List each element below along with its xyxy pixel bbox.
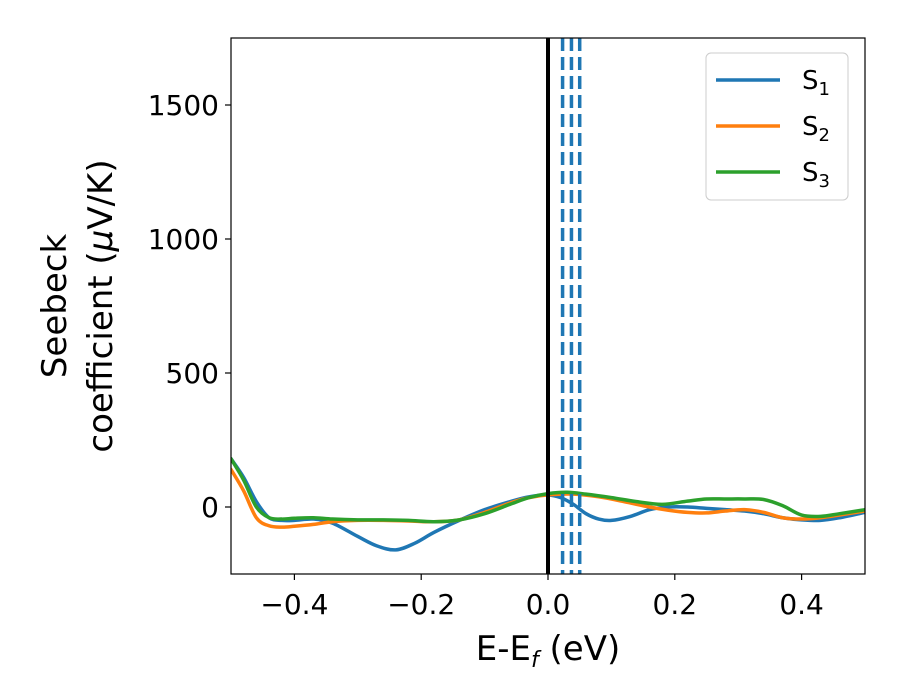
x-tick-label: −0.2 [387, 588, 455, 621]
y-tick-label: 0 [201, 491, 219, 524]
x-axis-title: E-Ef (eV) [476, 629, 621, 673]
y-axis-title-unit: V/K) [81, 159, 121, 229]
axis-ticks: −0.4 −0.2 0.0 0.2 0.4 0 500 1000 1500 [148, 89, 824, 621]
legend-label-s2: S2 [802, 112, 830, 146]
x-axis-title-sub: f [531, 648, 542, 673]
legend-label-s1: S1 [802, 66, 830, 100]
y-tick-label: 1000 [148, 223, 219, 256]
y-tick-label: 500 [166, 357, 219, 390]
legend-label-s3: S3 [802, 158, 830, 192]
legend: S1 S2 S3 [705, 52, 849, 201]
x-axis-title-unit: (eV) [539, 629, 621, 669]
y-axis-title: Seebeck coefficient (μV/K) [35, 159, 121, 452]
x-tick-label: 0.2 [653, 588, 698, 621]
x-tick-label: −0.4 [260, 588, 328, 621]
y-axis-title-mu: μ [81, 230, 121, 253]
y-axis-title-prefix: coefficient ( [81, 251, 121, 452]
y-axis-title-line2: coefficient (μV/K) [81, 159, 121, 452]
y-axis-title-line1: Seebeck [35, 234, 75, 379]
y-tick-label: 1500 [148, 89, 219, 122]
series-line-s3 [231, 457, 865, 524]
x-axis-title-main: E-E [476, 629, 531, 669]
x-tick-label: 0.4 [779, 588, 824, 621]
x-tick-label: 0.0 [526, 588, 571, 621]
plot-area [231, 38, 865, 574]
